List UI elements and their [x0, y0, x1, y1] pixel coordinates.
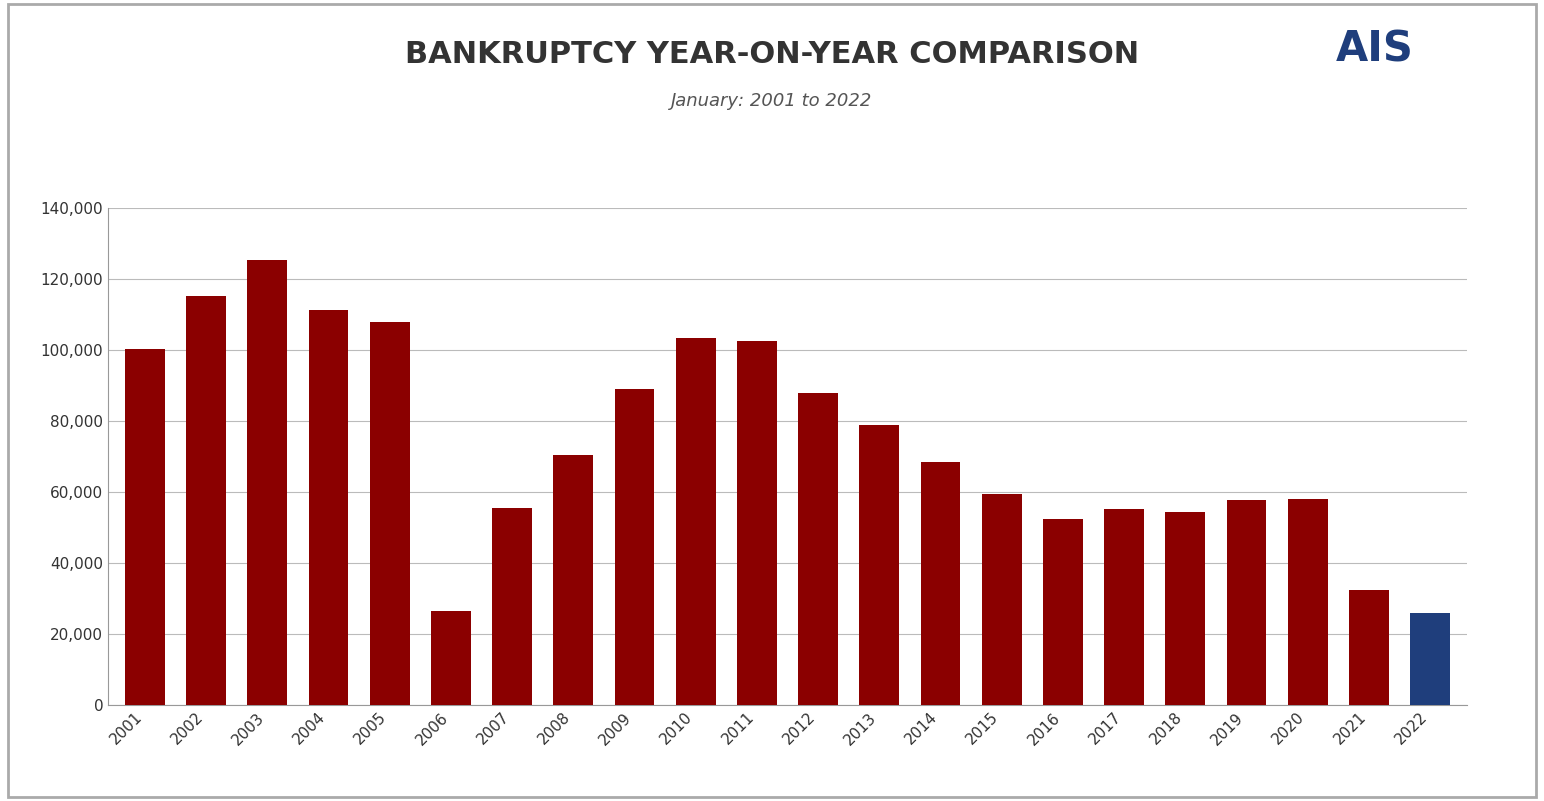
Bar	[1226, 501, 1266, 705]
Bar	[798, 392, 838, 705]
Text: BANKRUPTCY YEAR-ON-YEAR COMPARISON: BANKRUPTCY YEAR-ON-YEAR COMPARISON	[405, 40, 1139, 69]
Bar	[676, 339, 715, 705]
Bar	[736, 341, 777, 705]
Bar	[309, 310, 349, 705]
Bar	[1104, 509, 1144, 705]
Bar	[493, 508, 533, 705]
Bar	[1042, 519, 1082, 705]
Bar	[860, 425, 899, 705]
Bar	[187, 296, 225, 705]
Text: AIS: AIS	[1336, 28, 1413, 70]
Bar	[920, 462, 960, 705]
Bar	[431, 611, 471, 705]
Bar	[982, 493, 1022, 705]
Bar	[553, 455, 593, 705]
Bar	[1166, 512, 1206, 705]
Bar	[247, 260, 287, 705]
Bar	[125, 348, 165, 705]
Bar	[369, 322, 409, 705]
Bar	[1288, 498, 1328, 705]
Text: January: 2001 to 2022: January: 2001 to 2022	[672, 92, 872, 110]
Bar	[615, 389, 655, 705]
Bar	[1349, 590, 1388, 705]
Bar	[1410, 613, 1450, 705]
